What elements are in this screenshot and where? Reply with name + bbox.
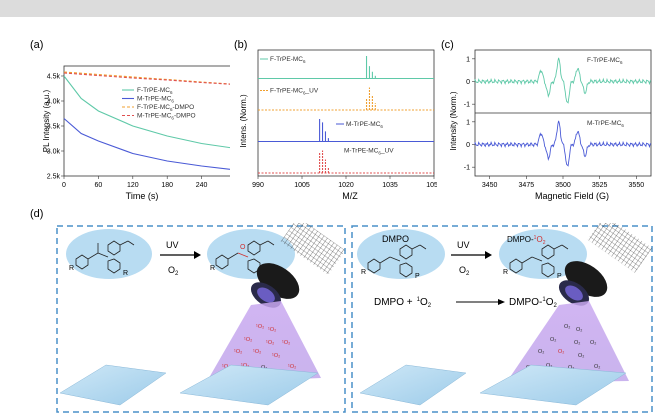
r-group-label: R: [69, 265, 74, 272]
arrow-head-icon-right: [485, 251, 492, 259]
panel-b-xtick-label: 1050: [426, 182, 437, 189]
panel-b-xtick-label: 1020: [338, 182, 354, 189]
svg-text:O₂: O₂: [558, 349, 564, 355]
panel-a-xtick-label: 120: [127, 182, 139, 189]
panel-b-xlabel: M/Z: [342, 191, 358, 201]
panel-b-xtick-label: 990: [252, 182, 264, 189]
panel-a-legend-label: F-TrPE-MC6-DMPO: [137, 104, 194, 112]
svg-text:¹O₂: ¹O₂: [268, 327, 276, 333]
panel-d-label: (d): [30, 208, 43, 220]
panel-c-ytick-label: 0: [466, 79, 470, 86]
o2-label-left: O2: [168, 265, 179, 277]
panel-a-legend-label: F-TrPE-MC6: [137, 87, 173, 95]
panel-c-ytick-label: 1: [466, 119, 470, 126]
panel-d-label-wrap: (d): [30, 205, 54, 221]
p-group-label-2: P: [557, 273, 562, 280]
panel-a-xtick-label: 0: [62, 182, 66, 189]
film-left-after: [180, 365, 318, 405]
panel-a-label: (a): [30, 39, 43, 51]
molecule-bubble-left-before: [66, 229, 152, 279]
p-group-label: P: [415, 273, 420, 280]
panel-b-label: (b): [234, 39, 247, 51]
panel-c-xtick-label: 3550: [629, 182, 645, 189]
panel-c-xtick-label: 3475: [519, 182, 535, 189]
svg-text:O₂: O₂: [578, 353, 584, 359]
svg-text:O₂: O₂: [594, 364, 600, 370]
panel-c-trace-label: F-TrPE-MC6: [587, 57, 623, 65]
svg-text:¹O₂: ¹O₂: [288, 364, 296, 370]
panel-a-ylabel: PL Intensity (a.u.): [42, 89, 51, 152]
panel-b-ylabel: Intens. (Norm.): [239, 94, 248, 148]
svg-text:¹O₂: ¹O₂: [253, 349, 261, 355]
svg-text:O₂: O₂: [564, 324, 570, 330]
uv-label-right: UV: [457, 240, 470, 250]
r-group-label-3: R: [210, 265, 215, 272]
svg-text:O₂: O₂: [550, 337, 556, 343]
panel-c-ytick-label: 1: [466, 56, 470, 63]
oxygen-marker: O: [240, 244, 246, 251]
panel-b-xtick-label: 1005: [294, 182, 310, 189]
o2-label-right: O2: [459, 265, 470, 277]
panel-b-xtick-label: 1035: [382, 182, 398, 189]
svg-text:¹O₂: ¹O₂: [256, 324, 264, 330]
svg-text:DMPO +1O2: DMPO +1O2: [374, 297, 432, 309]
top-bar: [0, 0, 655, 17]
equation-arrow-head-icon: [498, 299, 505, 305]
panel-a-xtick-label: 180: [161, 182, 173, 189]
dmpo-label: DMPO: [382, 234, 409, 244]
panel-c-series-line: [475, 58, 651, 103]
arrow-head-icon: [194, 251, 201, 259]
svg-text:¹O₂: ¹O₂: [244, 337, 252, 343]
panel-c-xtick-label: 3500: [555, 182, 571, 189]
panel-a-ytick-label: 2.5k: [47, 174, 61, 181]
r-group-label-6: R: [503, 269, 508, 276]
panel-c-trace-label: M-TrPE-MC6: [587, 120, 624, 128]
svg-text:¹O₂: ¹O₂: [282, 340, 290, 346]
panel-c-label: (c): [441, 39, 454, 51]
panel-b-trace-label: F-TrPE-MC6: [270, 56, 306, 64]
r-group-label-5: R: [361, 269, 366, 276]
film-left-before: [60, 365, 166, 405]
panel-c-series-line: [475, 121, 651, 166]
panel-c-ylabel: Intensity (Norm.): [449, 91, 458, 150]
svg-text:O₂: O₂: [574, 340, 580, 346]
panel-a-xtick-label: 240: [196, 182, 208, 189]
panel-c-xlabel: Magnetic Field (G): [535, 191, 609, 201]
panel-b-axes-box: [258, 50, 434, 176]
panel-a-chart: (a) 0601201802403002.5k3.0k3.5k4.0k4.5kF…: [0, 36, 230, 201]
panel-a-series-line: [64, 73, 230, 85]
panel-c-ytick-label: -1: [464, 102, 470, 109]
panel-b-trace-label: M-TrPE-MC6: [346, 121, 383, 129]
panel-b-trace-label: F-TrPE-MC6_UV: [270, 88, 319, 96]
panel-c-ytick-label: -1: [464, 165, 470, 172]
panel-a-xlabel: Time (s): [126, 191, 159, 201]
svg-text:¹O₂: ¹O₂: [234, 349, 242, 355]
panel-a-legend-label: M-TrPE-MC6-DMPO: [137, 113, 196, 121]
r-group-label-2: R: [123, 270, 128, 277]
panel-c-chart: (c) 3450 3475 3500 3525 3550 1 0 -1 F-TrPE-MC6 1 0…: [437, 36, 653, 201]
panel-b-trace-label: M-TrPE-MC6_UV: [344, 148, 394, 156]
film-right-before: [360, 365, 466, 405]
reaction-equation: DMPO +1O2 DMPO-1O2: [374, 297, 557, 309]
panel-a-xtick-label: 60: [95, 182, 103, 189]
panel-b-chart: (b) 990 1005 1020 1035 1050 F-TrPE-MC6 F-TrPE-…: [232, 36, 437, 201]
svg-text:DMPO-1O2: DMPO-1O2: [509, 297, 557, 309]
svg-text:¹O₂: ¹O₂: [266, 340, 274, 346]
panel-c-ytick-label: 0: [466, 142, 470, 149]
film-right-after: [480, 365, 626, 405]
uv-label-left: UV: [166, 240, 179, 250]
panel-c-xtick-label: 3450: [482, 182, 498, 189]
panel-a-legend-label: M-TrPE-MC6: [137, 96, 174, 104]
svg-text:O₂: O₂: [590, 340, 596, 346]
svg-text:O₂: O₂: [538, 349, 544, 355]
panel-a-ytick-label: 4.5k: [47, 74, 61, 81]
svg-text:¹O₂: ¹O₂: [272, 353, 280, 359]
svg-text:O₂: O₂: [576, 327, 582, 333]
panel-c-xtick-label: 3525: [592, 182, 608, 189]
